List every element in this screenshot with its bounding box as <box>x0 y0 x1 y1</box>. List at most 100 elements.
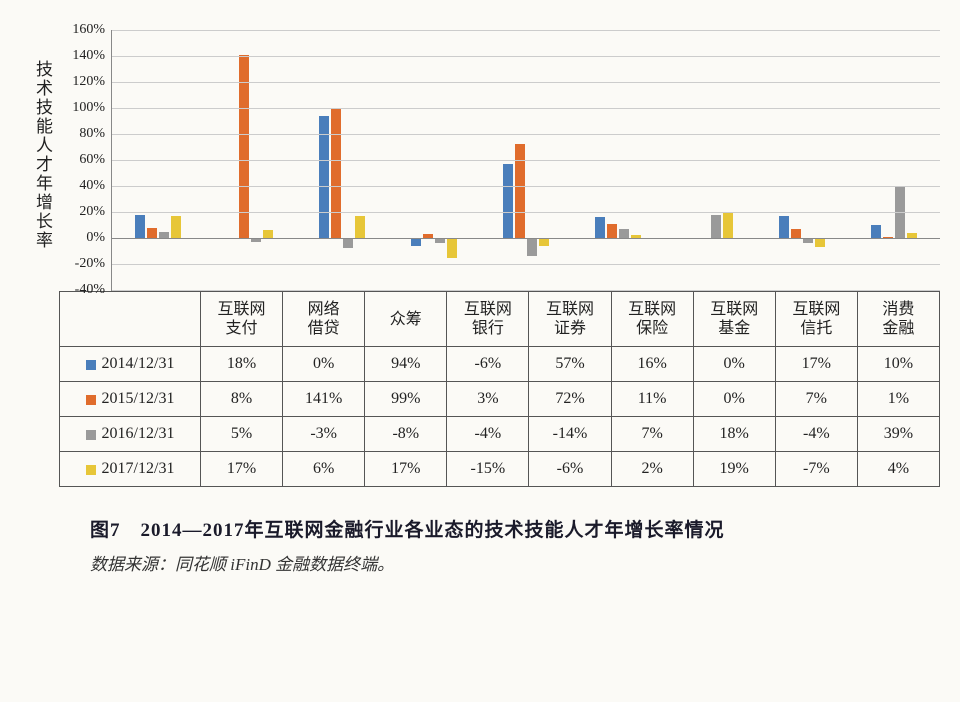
table-body: 2014/12/3118%0%94%-6%57%16%0%17%10%2015/… <box>60 347 940 487</box>
data-cell: 141% <box>283 382 365 417</box>
category-header: 互联网信托 <box>775 292 857 347</box>
category-header: 网络借贷 <box>283 292 365 347</box>
bar <box>539 238 549 246</box>
legend-swatch <box>86 430 96 440</box>
bar <box>527 238 537 256</box>
series-label: 2016/12/31 <box>102 425 175 442</box>
category-header: 互联网基金 <box>693 292 775 347</box>
series-label: 2015/12/31 <box>102 390 175 407</box>
y-tick-label: 60% <box>79 152 105 168</box>
bar <box>711 215 721 238</box>
data-cell: 5% <box>201 417 283 452</box>
data-cell: -8% <box>365 417 447 452</box>
data-cell: 19% <box>693 452 775 487</box>
y-tick-label: 20% <box>79 204 105 220</box>
data-cell: 7% <box>775 382 857 417</box>
data-cell: -4% <box>775 417 857 452</box>
category-header: 互联网银行 <box>447 292 529 347</box>
bar <box>815 238 825 247</box>
table-row: 2016/12/315%-3%-8%-4%-14%7%18%-4%39% <box>60 417 940 452</box>
data-cell: 3% <box>447 382 529 417</box>
gridline <box>112 56 940 57</box>
series-label: 2014/12/31 <box>102 355 175 372</box>
data-cell: 18% <box>201 347 283 382</box>
bar <box>447 238 457 258</box>
data-cell: 17% <box>365 452 447 487</box>
data-cell: 99% <box>365 382 447 417</box>
bar <box>607 224 617 238</box>
category-header: 消费金融 <box>857 292 939 347</box>
bar <box>791 229 801 238</box>
bar <box>263 230 273 238</box>
gridline <box>112 264 940 265</box>
data-cell: -6% <box>447 347 529 382</box>
y-tick-label: 160% <box>72 22 105 38</box>
data-cell: -6% <box>529 452 611 487</box>
series-label-cell: 2014/12/31 <box>60 347 201 382</box>
legend-swatch <box>86 465 96 475</box>
gridline <box>112 30 940 31</box>
y-tick-label: 0% <box>86 230 105 246</box>
figure-caption: 图7 2014—2017年互联网金融行业各业态的技术技能人才年增长率情况 数据来… <box>20 515 940 575</box>
legend-swatch <box>86 360 96 370</box>
data-cell: 16% <box>611 347 693 382</box>
data-cell: 6% <box>283 452 365 487</box>
series-label-cell: 2016/12/31 <box>60 417 201 452</box>
data-cell: 0% <box>283 347 365 382</box>
data-cell: 1% <box>857 382 939 417</box>
data-cell: 0% <box>693 382 775 417</box>
bar <box>411 238 421 246</box>
bar <box>147 228 157 238</box>
caption-title: 图7 2014—2017年互联网金融行业各业态的技术技能人才年增长率情况 <box>90 515 940 542</box>
data-cell: 10% <box>857 347 939 382</box>
category-header: 互联网保险 <box>611 292 693 347</box>
gridline <box>112 160 940 161</box>
table-corner-cell <box>60 292 201 347</box>
bar <box>515 144 525 238</box>
bar <box>343 238 353 248</box>
data-cell: 4% <box>857 452 939 487</box>
data-cell: 57% <box>529 347 611 382</box>
category-header: 互联网支付 <box>201 292 283 347</box>
gridline <box>112 134 940 135</box>
bar <box>619 229 629 238</box>
y-tick-label: 40% <box>79 178 105 194</box>
table-row: 2017/12/3117%6%17%-15%-6%2%19%-7%4% <box>60 452 940 487</box>
gridline <box>112 290 940 291</box>
data-cell: 7% <box>611 417 693 452</box>
caption-source: 数据来源：同花顺 iFinD 金融数据终端。 <box>90 550 940 575</box>
bar <box>331 109 341 238</box>
data-cell: -3% <box>283 417 365 452</box>
y-axis-title: 技术技能人才年增长率 <box>20 30 59 487</box>
table-header-row: 互联网支付网络借贷众筹互联网银行互联网证券互联网保险互联网基金互联网信托消费金融 <box>60 292 940 347</box>
data-cell: -14% <box>529 417 611 452</box>
y-tick-label: 100% <box>72 100 105 116</box>
bar <box>779 216 789 238</box>
category-header: 互联网证券 <box>529 292 611 347</box>
data-cell: 17% <box>775 347 857 382</box>
y-tick-label: 140% <box>72 48 105 64</box>
gridline <box>112 186 940 187</box>
gridline <box>112 82 940 83</box>
table-row: 2014/12/3118%0%94%-6%57%16%0%17%10% <box>60 347 940 382</box>
y-tick-label: 80% <box>79 126 105 142</box>
bar <box>135 215 145 238</box>
category-header: 众筹 <box>365 292 447 347</box>
series-label-cell: 2017/12/31 <box>60 452 201 487</box>
zero-axis <box>112 238 940 239</box>
chart-plot <box>111 30 940 291</box>
data-cell: -7% <box>775 452 857 487</box>
data-cell: -15% <box>447 452 529 487</box>
gridline <box>112 108 940 109</box>
bar <box>171 216 181 238</box>
y-tick-label: 120% <box>72 74 105 90</box>
figure-container: 技术技能人才年增长率 160%140%120%100%80%60%40%20%0… <box>20 30 940 575</box>
bar <box>503 164 513 238</box>
bar <box>871 225 881 238</box>
data-cell: 94% <box>365 347 447 382</box>
data-cell: 11% <box>611 382 693 417</box>
y-axis: 160%140%120%100%80%60%40%20%0%-20%-40% <box>59 30 111 290</box>
data-cell: 2% <box>611 452 693 487</box>
data-cell: 39% <box>857 417 939 452</box>
data-cell: 8% <box>201 382 283 417</box>
